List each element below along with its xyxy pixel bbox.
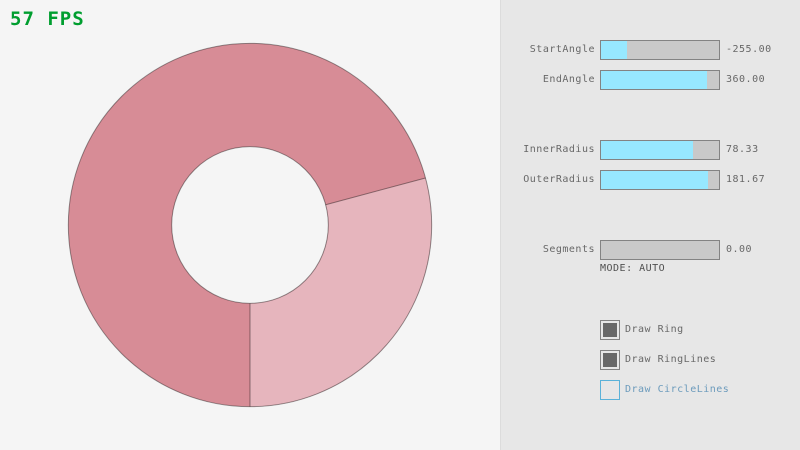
startangle-label: StartAngle: [529, 44, 595, 55]
endangle-label: EndAngle: [542, 74, 595, 85]
check-mark: [603, 383, 617, 397]
slider-row-startangle: StartAngle -255.00: [501, 40, 800, 60]
draw-ringlines-label: Draw RingLines: [625, 354, 717, 365]
slider-row-outerradius: OuterRadius 181.67: [501, 170, 800, 190]
draw-circlelines-checkbox[interactable]: [600, 380, 620, 400]
startangle-slider[interactable]: [600, 40, 720, 60]
innerradius-slider[interactable]: [600, 140, 720, 160]
innerradius-slider-fill: [601, 141, 694, 159]
render-canvas: 57 FPS: [10, 8, 433, 408]
draw-ring-label: Draw Ring: [625, 324, 684, 335]
checkbox-row-draw-ringlines: Draw RingLines: [600, 350, 800, 370]
slider-row-innerradius: InnerRadius 78.33: [501, 140, 800, 160]
slider-row-segments: Segments 0.00: [501, 240, 800, 260]
outerradius-label: OuterRadius: [523, 174, 595, 185]
draw-circlelines-label: Draw CircleLines: [625, 384, 730, 395]
draw-ring-checkbox[interactable]: [600, 320, 620, 340]
check-mark: [603, 323, 617, 337]
check-mark: [603, 353, 617, 367]
checkbox-row-draw-circlelines: Draw CircleLines: [600, 380, 800, 400]
segments-value: 0.00: [726, 244, 753, 255]
innerradius-value: 78.33: [726, 144, 759, 155]
startangle-value: -255.00: [726, 44, 772, 55]
controls-panel: StartAngle -255.00 EndAngle 360.00 Inner…: [500, 0, 800, 450]
segments-slider[interactable]: [600, 240, 720, 260]
endangle-value: 360.00: [726, 74, 766, 85]
segments-label: Segments: [542, 244, 595, 255]
innerradius-label: InnerRadius: [523, 144, 595, 155]
checkbox-row-draw-ring: Draw Ring: [600, 320, 800, 340]
outerradius-slider[interactable]: [600, 170, 720, 190]
fps-counter: 57 FPS: [10, 8, 85, 30]
segments-mode-text: MODE: AUTO: [600, 263, 666, 274]
outerradius-value: 181.67: [726, 174, 766, 185]
draw-ringlines-checkbox[interactable]: [600, 350, 620, 370]
ring-chart: [67, 42, 433, 408]
endangle-slider[interactable]: [600, 70, 720, 90]
outerradius-slider-fill: [601, 171, 709, 189]
slider-row-endangle: EndAngle 360.00: [501, 70, 800, 90]
startangle-slider-fill: [601, 41, 627, 59]
endangle-slider-fill: [601, 71, 708, 89]
